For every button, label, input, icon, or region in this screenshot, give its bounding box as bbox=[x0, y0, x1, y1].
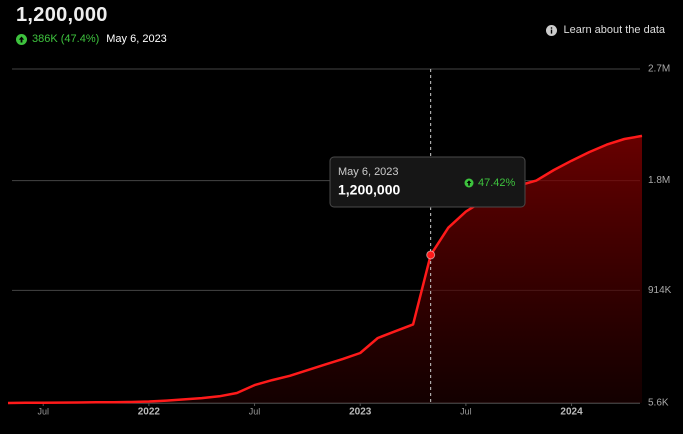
y-tick-label: 5.6K bbox=[648, 398, 669, 409]
tooltip-date: May 6, 2023 bbox=[338, 166, 399, 178]
highlight-point bbox=[426, 250, 436, 260]
x-tick-label: Jul bbox=[460, 406, 472, 416]
learn-text[interactable]: Learn about the data bbox=[563, 24, 665, 36]
tooltip-change: 47.42% bbox=[478, 177, 516, 189]
header: 1,200,000 386K (47.4%) May 6, 2023 bbox=[16, 4, 167, 45]
y-tick-label: 1.8M bbox=[648, 175, 670, 186]
up-icon bbox=[16, 33, 27, 45]
tooltip-box bbox=[329, 156, 526, 208]
date: May 6, 2023 bbox=[106, 33, 167, 45]
x-tick-label: Jul bbox=[249, 406, 261, 416]
info-icon bbox=[546, 24, 558, 36]
tooltip-value: 1,200,000 bbox=[338, 182, 400, 198]
y-tick-label: 914K bbox=[648, 285, 672, 296]
x-tick-label: 2024 bbox=[560, 407, 583, 418]
y-tick-label: 2.7M bbox=[648, 64, 670, 75]
up-arrow bbox=[466, 180, 472, 186]
x-tick-label: 2023 bbox=[349, 407, 372, 418]
learn-link[interactable]: Learn about the data bbox=[546, 24, 665, 36]
line bbox=[7, 134, 643, 405]
change-row: 386K (47.4%) May 6, 2023 bbox=[16, 33, 167, 45]
current-value: 1,200,000 bbox=[16, 4, 108, 26]
change: 386K (47.4%) bbox=[32, 33, 100, 45]
x-tick-label: 2022 bbox=[138, 407, 161, 418]
tooltip: May 6, 2023 1,200,000 47.42% bbox=[329, 156, 526, 208]
area-fill bbox=[8, 135, 642, 403]
x-tick-label: Jul bbox=[37, 406, 49, 416]
